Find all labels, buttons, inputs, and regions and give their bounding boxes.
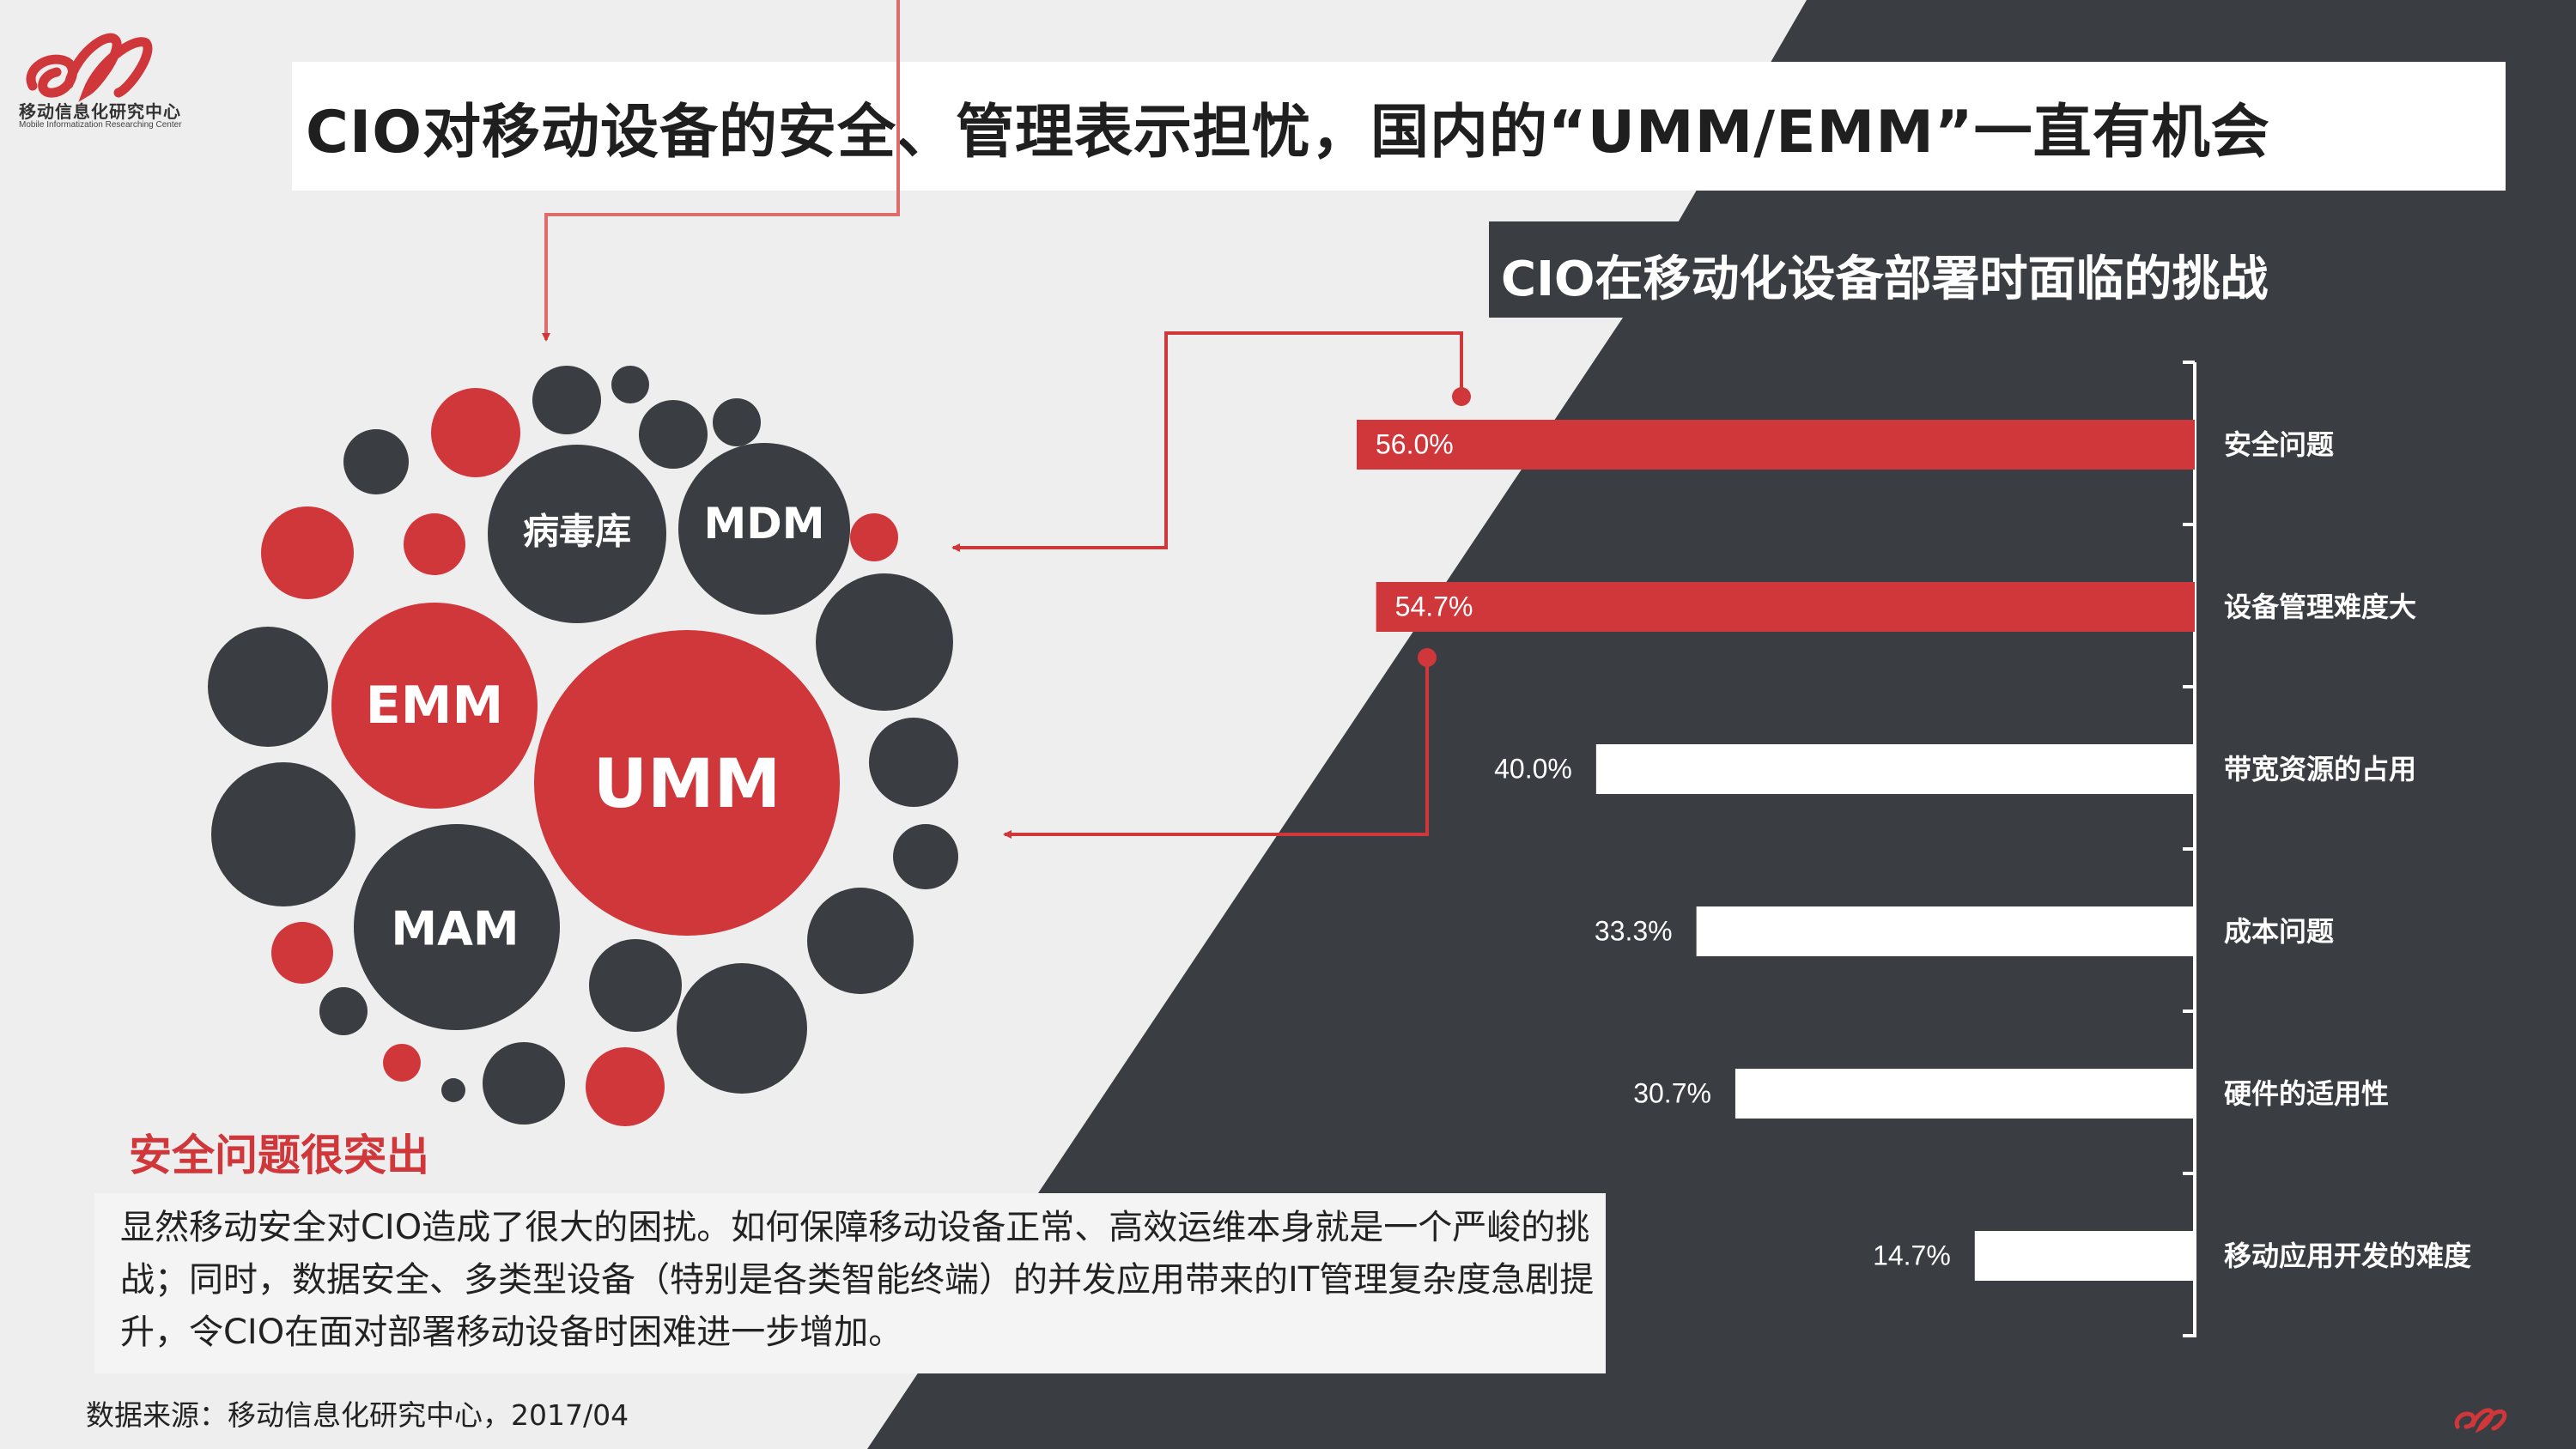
bubble-dot: [343, 429, 409, 494]
bubble-mam: [354, 824, 560, 1030]
bubble-label-umm: UMM: [592, 746, 781, 823]
bar-5: [1735, 1069, 2195, 1119]
bubble-dot: [319, 987, 368, 1035]
bar-value-label-6: 14.7%: [1873, 1240, 1951, 1270]
bubble-dot: [271, 922, 333, 984]
bubble-dot: [483, 1042, 565, 1125]
connector-top: [542, 0, 900, 342]
bar-value-label-1: 56.0%: [1376, 428, 1454, 459]
bar-2: [1376, 582, 2195, 632]
brand-logo: [26, 33, 153, 102]
bubble-dot: [261, 506, 354, 599]
bubble-dot: [639, 400, 708, 469]
bubble-label-virus: 病毒库: [522, 510, 632, 553]
category-label-1: 安全问题: [2224, 428, 2334, 461]
brand-name: 移动信息化研究中心: [19, 101, 181, 122]
summary-body: 显然移动安全对CIO造成了很大的困扰。如何保障移动设备正常、高效运维本身就是一个…: [120, 1208, 1595, 1352]
bubble-dot: [211, 762, 355, 906]
bubble-dot: [441, 1078, 465, 1102]
category-label-2: 设备管理难度大: [2224, 591, 2416, 623]
bubble-umm: [534, 630, 840, 936]
bubble-dot: [532, 366, 601, 434]
bubble-dot: [677, 963, 807, 1094]
connector-dot-security: [1452, 387, 1471, 406]
bar-4: [1696, 906, 2195, 956]
bubble-dot: [611, 366, 649, 403]
data-source: 数据来源：移动信息化研究中心，2017/04: [86, 1398, 629, 1432]
bubble-label-emm: EMM: [365, 676, 504, 736]
bubble-dot: [893, 824, 958, 889]
chart-title: CIO在移动化设备部署时面临的挑战: [1501, 252, 2269, 307]
connector-dot-management: [1418, 648, 1437, 667]
category-label-4: 成本问题: [2224, 915, 2334, 948]
bar-3: [1595, 744, 2195, 794]
bubble-label-mam: MAM: [391, 901, 519, 956]
bubble-dot: [850, 513, 898, 561]
bubble-dot: [383, 1044, 421, 1082]
bubble-dot: [807, 888, 914, 994]
bubble-dot: [589, 939, 682, 1032]
brand-subtitle: Mobile Informatization Researching Cente…: [19, 120, 182, 130]
bubble-emm: [331, 603, 538, 809]
connector-security: [951, 331, 1463, 552]
bubble-cluster: [208, 366, 958, 1126]
bubble-virus: [488, 445, 666, 623]
bubble-dot: [869, 718, 958, 807]
chart-title-banner: [1489, 221, 2399, 318]
bubble-dot: [404, 513, 465, 575]
bar-6: [1974, 1231, 2195, 1281]
bubble-dot: [713, 398, 761, 446]
bar-value-label-2: 54.7%: [1395, 591, 1473, 621]
bar-value-label-4: 33.3%: [1595, 915, 1673, 946]
connector-management: [1003, 658, 1429, 839]
bubble-dot: [586, 1047, 665, 1126]
bubble-dot: [208, 627, 328, 747]
page-title: CIO对移动设备的安全、管理表示担忧，国内的“UMM/EMM”一直有机会: [306, 99, 2270, 167]
bubble-label-mdm: MDM: [703, 499, 825, 549]
bar-value-label-5: 30.7%: [1633, 1077, 1711, 1108]
category-label-6: 移动应用开发的难度: [2224, 1240, 2471, 1272]
category-label-3: 带宽资源的占用: [2224, 753, 2416, 785]
bubble-mdm: [678, 443, 850, 615]
bar-value-label-3: 40.0%: [1494, 753, 1572, 784]
summary-heading: 安全问题很突出: [129, 1131, 429, 1180]
bar-1: [1357, 420, 2195, 470]
bubble-dot: [816, 573, 953, 711]
footer-logo: [2454, 1408, 2507, 1434]
title-banner: [292, 62, 2506, 191]
bar-chart: 56.0% 安全问题 54.7% 设备管理难度大 40.0% 带宽资源的占用 33.3% 成本…: [1357, 361, 2471, 1337]
summary-box: [94, 1193, 1606, 1373]
bubble-dot: [431, 388, 520, 477]
category-label-5: 硬件的适用性: [2224, 1077, 2389, 1110]
